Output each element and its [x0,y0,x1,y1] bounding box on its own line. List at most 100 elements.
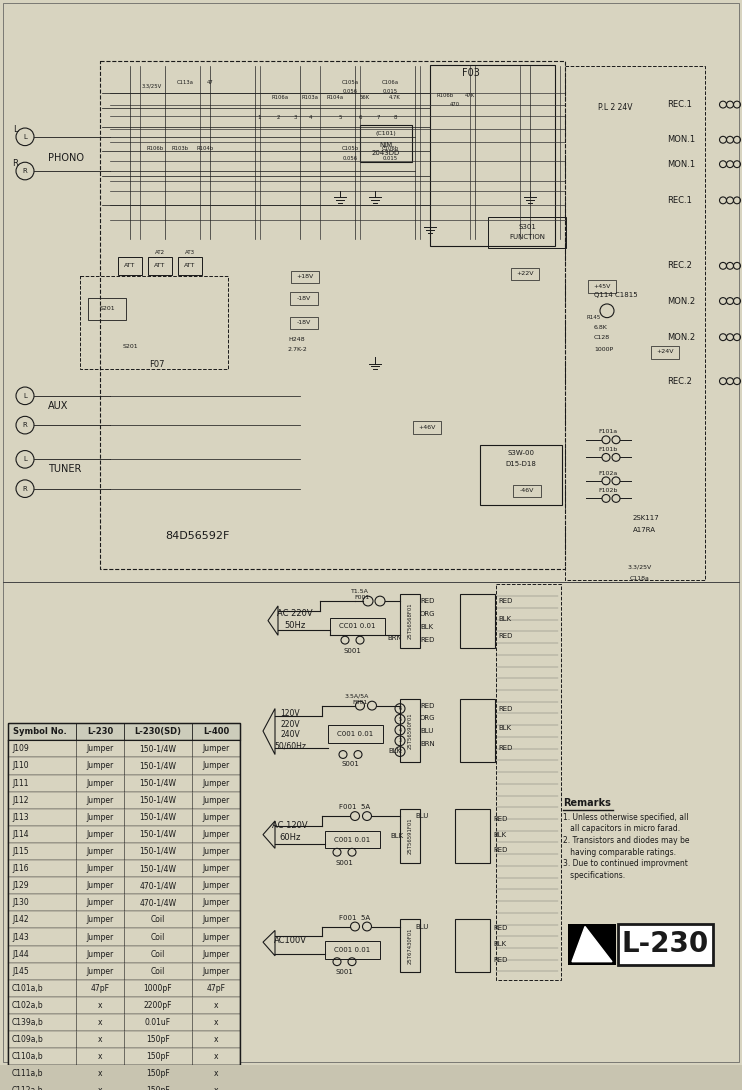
Bar [360,125,412,162]
Text: x: x [98,1036,102,1044]
Text: 56K: 56K [360,95,370,100]
Text: specifications.: specifications. [563,871,625,881]
Text: 1. Unless otherwise specified, all: 1. Unless otherwise specified, all [563,812,689,822]
Text: R: R [22,168,27,174]
Text: MON.2: MON.2 [667,332,695,341]
Bar [455,919,490,972]
Text: F102a: F102a [598,471,617,475]
Text: J142: J142 [12,916,29,924]
Bar [565,66,705,580]
Text: 3.3/25V: 3.3/25V [628,565,652,569]
Bar [8,1031,240,1049]
Text: x: x [98,1087,102,1090]
Text: Coil: Coil [151,933,165,942]
Bar [8,894,240,911]
Text: F03: F03 [462,69,480,78]
Text: C118a: C118a [630,577,650,581]
Bar [325,831,380,848]
Text: J145: J145 [12,967,29,976]
Text: 2SK117: 2SK117 [633,514,660,521]
Text: C101a,b: C101a,b [12,984,44,993]
Bar [80,276,228,370]
Text: 2. Transistors and diodes may be: 2. Transistors and diodes may be [563,836,689,845]
Text: Jumper: Jumper [86,744,114,753]
Text: C106a: C106a [381,80,398,85]
Text: x: x [98,1018,102,1027]
Text: Coil: Coil [151,949,165,958]
Text: T1.5A: T1.5A [351,589,369,594]
Text: BLK: BLK [493,832,506,837]
Bar [568,923,616,965]
Text: 8: 8 [393,114,397,120]
Text: J114: J114 [12,829,29,839]
Text: FUNCTION: FUNCTION [509,234,545,241]
Text: 6: 6 [358,114,362,120]
Text: 2043DD: 2043DD [372,150,400,157]
Bar [618,923,713,965]
Bar [413,421,441,434]
Text: REC.1: REC.1 [667,100,692,109]
Text: 0.056: 0.056 [343,89,358,95]
Text: BLK: BLK [498,616,511,621]
Text: RED: RED [420,598,434,604]
Text: RED: RED [498,633,513,639]
Text: ATT: ATT [184,264,196,268]
Text: 2: 2 [398,749,401,754]
Bar [8,775,240,791]
Text: Jumper: Jumper [203,898,229,907]
Text: R: R [22,422,27,428]
Text: J144: J144 [12,949,29,958]
Bar [8,809,240,826]
Text: 0.01uF: 0.01uF [145,1018,171,1027]
Text: Jumper: Jumper [203,762,229,771]
Text: J130: J130 [12,898,29,907]
Text: R103a: R103a [301,95,318,100]
Text: x: x [214,1087,218,1090]
Text: 0.056: 0.056 [343,156,358,161]
Bar [325,941,380,959]
Text: Jumper: Jumper [203,778,229,788]
Text: F102b: F102b [598,488,617,493]
Bar [118,257,142,275]
Text: S201: S201 [99,306,115,312]
Text: 150-1/4W: 150-1/4W [139,778,177,788]
Bar [8,962,240,980]
Bar [8,724,240,740]
Text: 150pF: 150pF [146,1052,170,1062]
Text: 6.8K: 6.8K [594,325,608,330]
Text: ORG: ORG [420,715,436,722]
Text: 220V: 220V [280,719,300,729]
Text: J109: J109 [12,744,29,753]
Text: 150pF: 150pF [146,1036,170,1044]
Text: L: L [23,457,27,462]
Text: 2200pF: 2200pF [144,1001,172,1010]
Text: Q114 C1815: Q114 C1815 [594,292,637,299]
Bar [460,699,495,762]
Text: Jumper: Jumper [203,829,229,839]
Text: Symbol No.: Symbol No. [13,727,67,736]
Text: 1000pF: 1000pF [144,984,172,993]
Text: Jumper: Jumper [203,881,229,891]
Text: R104a: R104a [326,95,344,100]
Text: L-400: L-400 [203,727,229,736]
Text: AT3: AT3 [185,250,195,255]
Text: 150pF: 150pF [146,1069,170,1078]
Bar [460,594,495,647]
Bar [8,1014,240,1031]
Text: Jumper: Jumper [203,847,229,856]
Text: BLK: BLK [389,748,401,753]
Bar [8,1049,240,1065]
Bar [100,61,565,569]
Text: PHONO: PHONO [48,154,84,164]
Text: 84D56592F: 84D56592F [165,531,229,541]
Text: RED: RED [493,847,508,853]
Text: TUNER: TUNER [48,464,82,474]
Text: Jumper: Jumper [86,796,114,804]
Text: F001  5A: F001 5A [339,915,370,921]
Text: BLU: BLU [420,728,433,734]
Text: 1000P: 1000P [594,348,613,352]
Text: 470-1/4W: 470-1/4W [139,881,177,891]
Text: x: x [214,1001,218,1010]
Text: Jumper: Jumper [203,744,229,753]
Text: CC01 0.01: CC01 0.01 [339,623,375,629]
